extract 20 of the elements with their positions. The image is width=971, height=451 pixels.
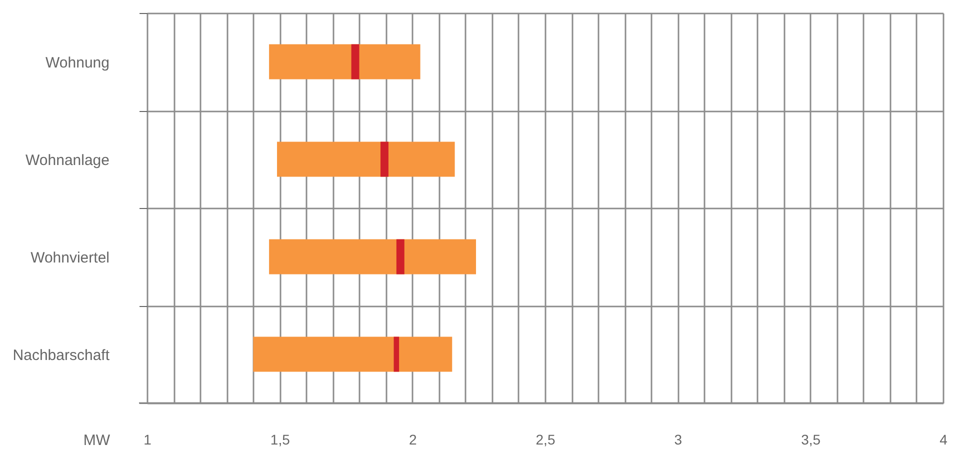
x-tick-label: 1	[144, 432, 152, 448]
x-tick-label: 2	[408, 432, 417, 448]
y-tick-label: Wohnung	[46, 54, 110, 72]
bar	[380, 142, 388, 177]
y-tick-label: Wohnanlage	[26, 152, 110, 169]
bar	[253, 336, 452, 372]
bar	[269, 239, 476, 274]
y-tick-label: Nachbarschaft	[12, 346, 110, 364]
x-axis-title: MW	[83, 432, 111, 449]
x-tick-label: 4	[940, 432, 948, 448]
bar	[269, 44, 420, 80]
x-tick-label: 2,5	[536, 432, 556, 448]
bar	[351, 44, 360, 80]
bar	[277, 142, 455, 177]
bar	[394, 336, 400, 372]
x-tick-label: 3,5	[801, 432, 821, 448]
y-tick-label: Wohnviertel	[30, 249, 110, 266]
x-tick-label: 3	[674, 432, 682, 448]
x-tick-label: 1,5	[270, 432, 290, 448]
bar	[396, 239, 404, 274]
